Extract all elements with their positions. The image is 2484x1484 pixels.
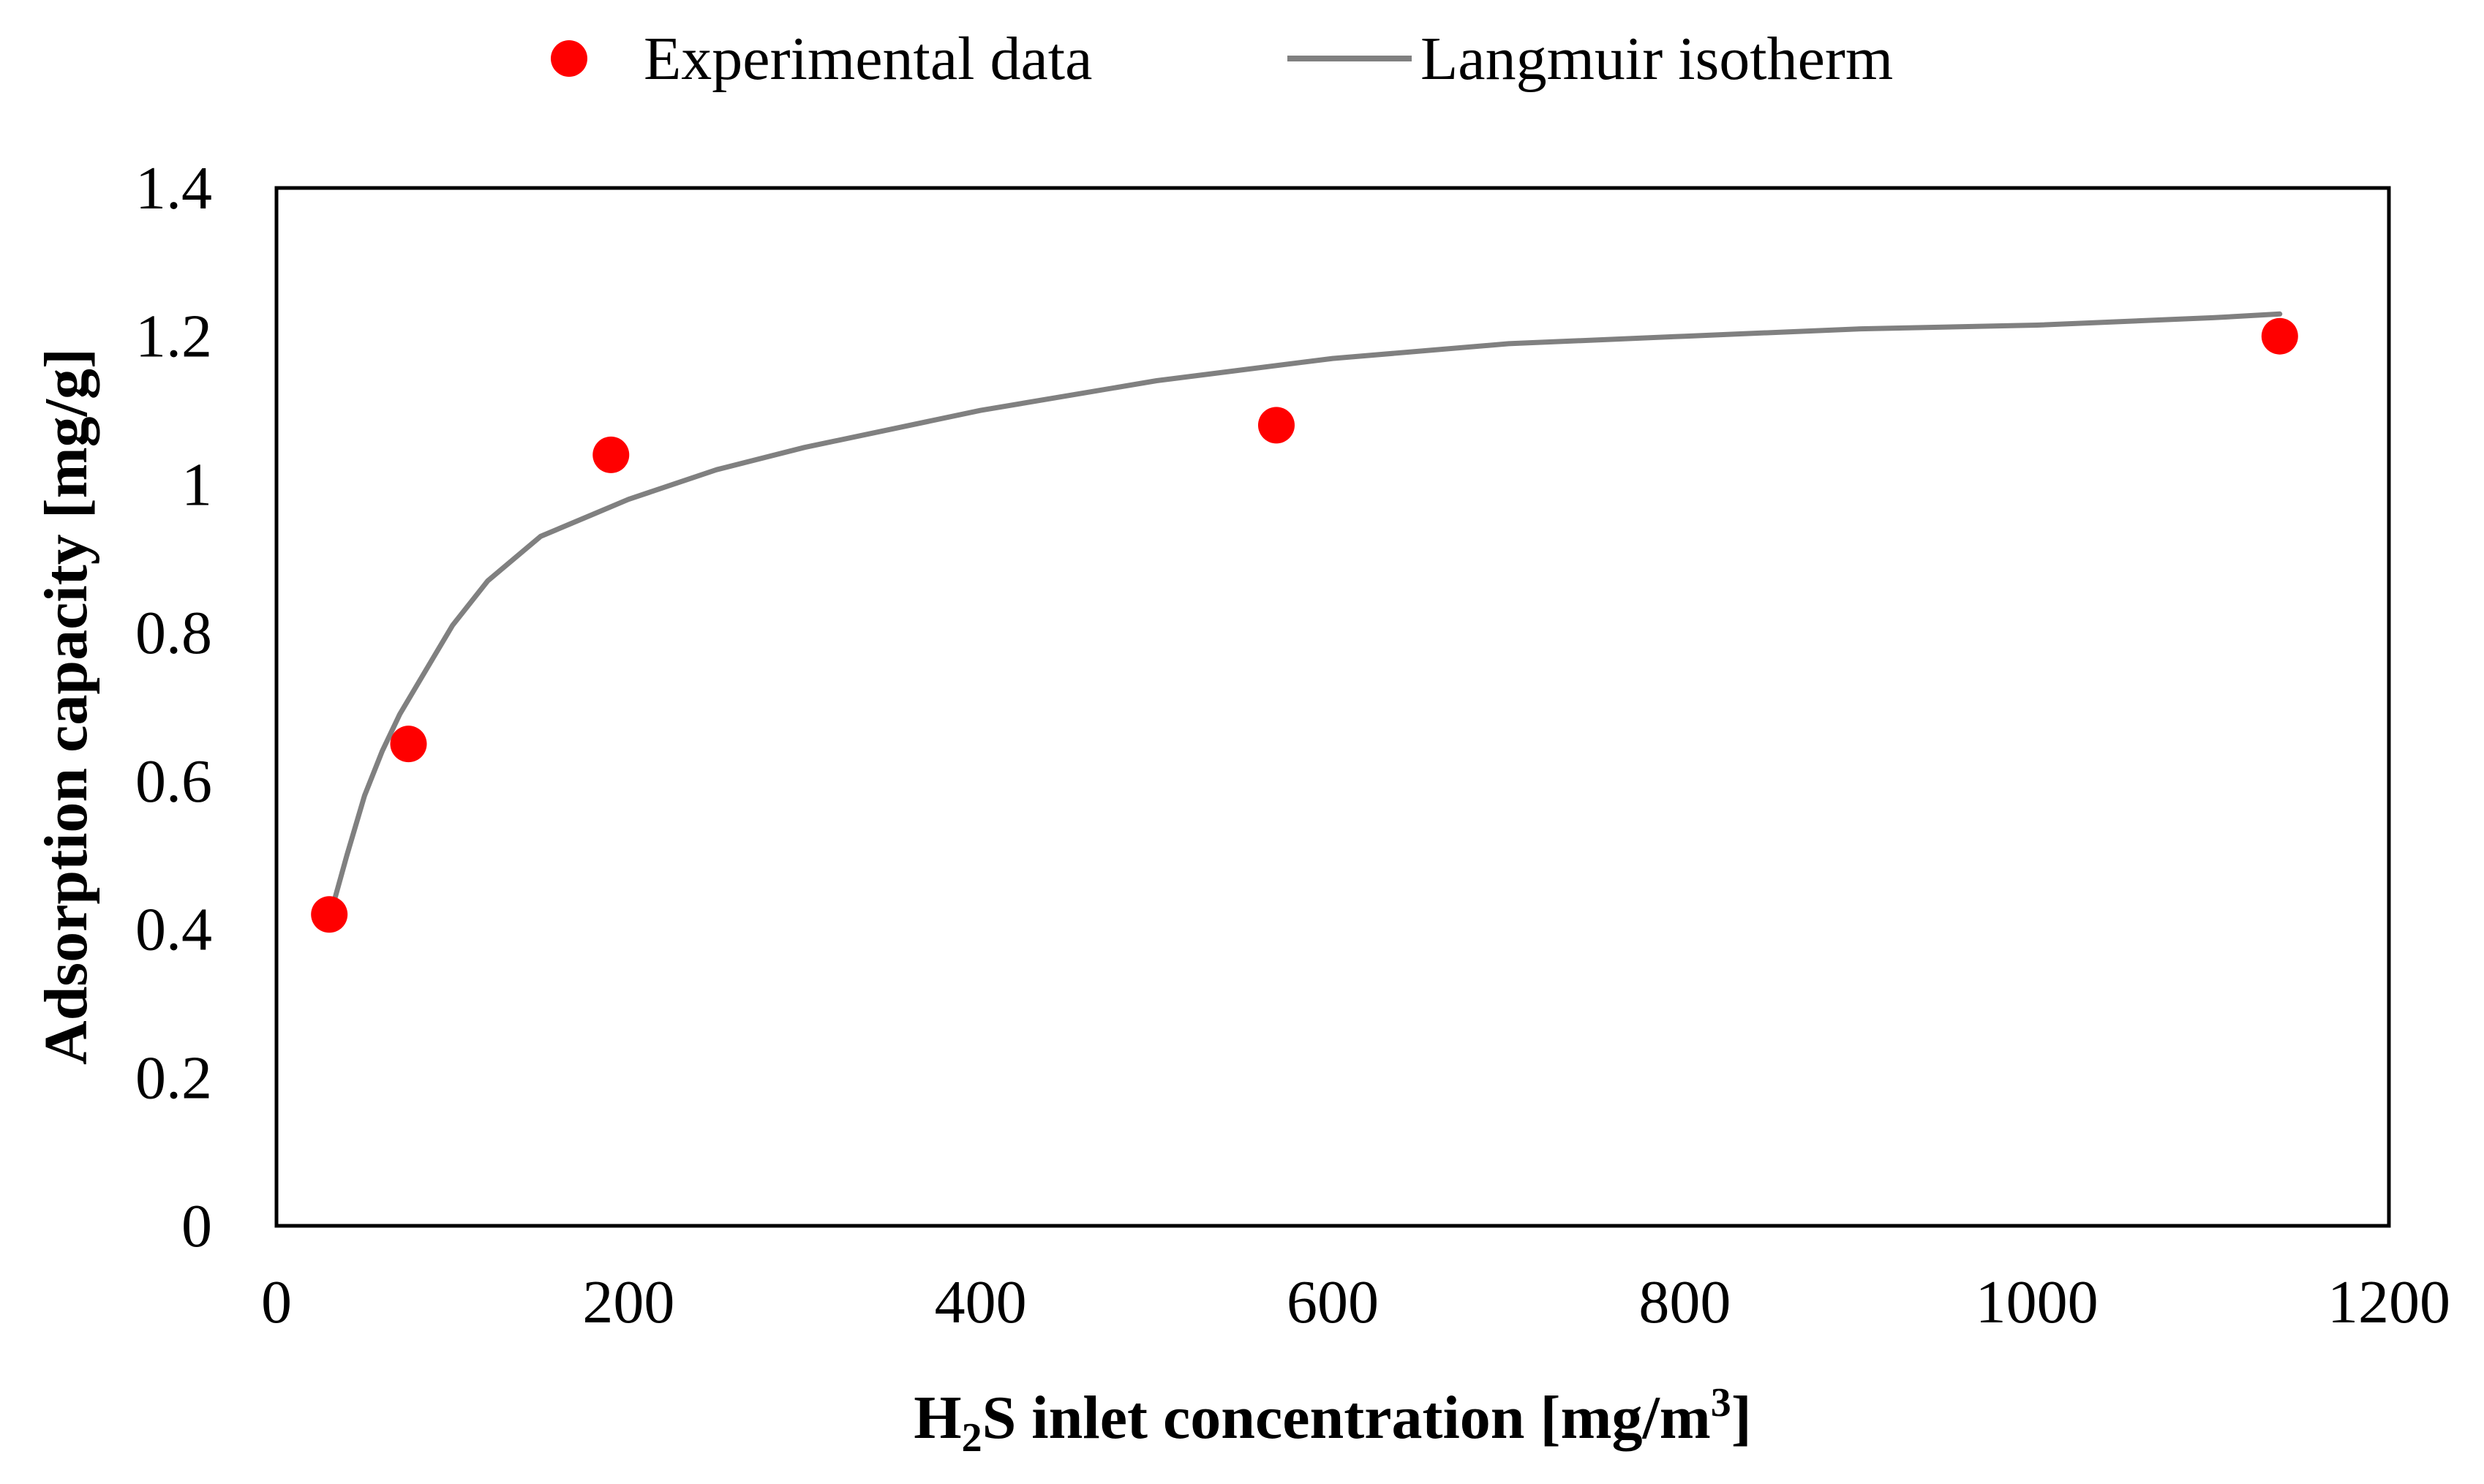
x-tick-label: 1000 — [1976, 1268, 2099, 1336]
x-tick-label: 200 — [582, 1268, 674, 1336]
legend-marker-experimental — [551, 40, 587, 77]
y-tick-label: 1 — [181, 451, 212, 519]
y-tick-label: 0.4 — [135, 896, 212, 964]
x-tick-label: 400 — [935, 1268, 1027, 1336]
x-axis-title-prefix: H — [914, 1384, 961, 1452]
y-tick-label: 0 — [181, 1192, 212, 1260]
y-tick-label: 1.4 — [135, 154, 212, 222]
plot-area-frame — [274, 186, 2391, 1228]
x-axis-title-suffix: ] — [1731, 1384, 1752, 1452]
y-axis-title: Adsorption capacity [mg/g] — [32, 348, 100, 1065]
legend-label-langmuir: Langmuir isotherm — [1420, 25, 1893, 93]
y-axis-ticks: 0 0.2 0.4 0.6 0.8 1 1.2 1.4 — [135, 154, 212, 1260]
x-axis-title: H2S inlet concentration [mg/m3] — [914, 1380, 1752, 1461]
x-axis-title-superscript: 3 — [1711, 1380, 1731, 1425]
x-axis-title-middle: S inlet concentration [mg/m — [982, 1384, 1711, 1452]
x-axis-title-subscript: 2 — [962, 1415, 982, 1461]
x-tick-label: 600 — [1287, 1268, 1379, 1336]
x-axis-ticks: 0 200 400 600 800 1000 1200 — [261, 1268, 2450, 1336]
legend: Experimental data Langmuir isotherm — [551, 25, 1893, 93]
x-tick-label: 800 — [1638, 1268, 1731, 1336]
x-tick-label: 1200 — [2327, 1268, 2450, 1336]
langmuir-isotherm-line — [331, 311, 2283, 903]
experimental-data-point — [390, 726, 427, 763]
y-tick-label: 1.2 — [135, 303, 212, 371]
x-tick-label: 0 — [261, 1268, 292, 1336]
series-layer — [311, 311, 2298, 933]
experimental-data-point — [1257, 407, 1295, 444]
y-tick-label: 0.8 — [135, 599, 212, 667]
experimental-data-point — [592, 436, 630, 473]
y-tick-label: 0.2 — [135, 1044, 212, 1112]
legend-label-experimental: Experimental data — [644, 25, 1092, 93]
experimental-data-point — [2261, 317, 2298, 355]
experimental-data-point — [311, 896, 348, 933]
y-tick-label: 0.6 — [135, 747, 212, 816]
